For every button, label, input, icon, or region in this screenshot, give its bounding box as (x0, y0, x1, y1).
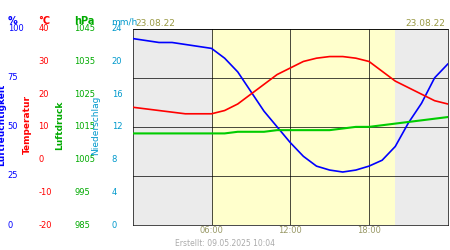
Text: 50: 50 (8, 122, 18, 131)
Text: 25: 25 (8, 172, 18, 180)
Text: Luftfeuchtigkeit: Luftfeuchtigkeit (0, 84, 6, 166)
Text: 20: 20 (112, 57, 122, 66)
Text: -20: -20 (38, 220, 52, 230)
Text: °C: °C (38, 16, 50, 26)
Text: 20: 20 (38, 90, 49, 99)
Text: 0: 0 (8, 220, 13, 230)
Text: 23.08.22: 23.08.22 (135, 18, 175, 28)
Text: 75: 75 (8, 73, 18, 82)
Text: 23.08.22: 23.08.22 (405, 18, 446, 28)
Text: Luftdruck: Luftdruck (55, 100, 64, 150)
Text: Erstellt: 09.05.2025 10:04: Erstellt: 09.05.2025 10:04 (175, 238, 275, 248)
Text: 1045: 1045 (74, 24, 95, 33)
Text: 16: 16 (112, 90, 122, 99)
Text: 985: 985 (74, 220, 90, 230)
Bar (212, 29, 395, 225)
Text: Temperatur: Temperatur (22, 96, 32, 154)
Text: 0: 0 (38, 155, 44, 164)
Text: 24: 24 (112, 24, 122, 33)
Text: 10: 10 (38, 122, 49, 131)
Text: -10: -10 (38, 188, 52, 197)
Text: mm/h: mm/h (112, 17, 138, 26)
Text: 1025: 1025 (74, 90, 95, 99)
Text: 8: 8 (112, 155, 117, 164)
Text: 995: 995 (74, 188, 90, 197)
Bar (133, 29, 212, 225)
Text: 1015: 1015 (74, 122, 95, 131)
Text: 1035: 1035 (74, 57, 95, 66)
Text: 4: 4 (112, 188, 117, 197)
Text: 0: 0 (112, 220, 117, 230)
Text: 40: 40 (38, 24, 49, 33)
Text: Niederschlag: Niederschlag (91, 95, 100, 155)
Text: 30: 30 (38, 57, 49, 66)
Text: 1005: 1005 (74, 155, 95, 164)
Text: %: % (8, 16, 18, 26)
Text: 12: 12 (112, 122, 122, 131)
Text: hPa: hPa (74, 16, 94, 26)
Text: 100: 100 (8, 24, 23, 33)
Bar (395, 29, 448, 225)
